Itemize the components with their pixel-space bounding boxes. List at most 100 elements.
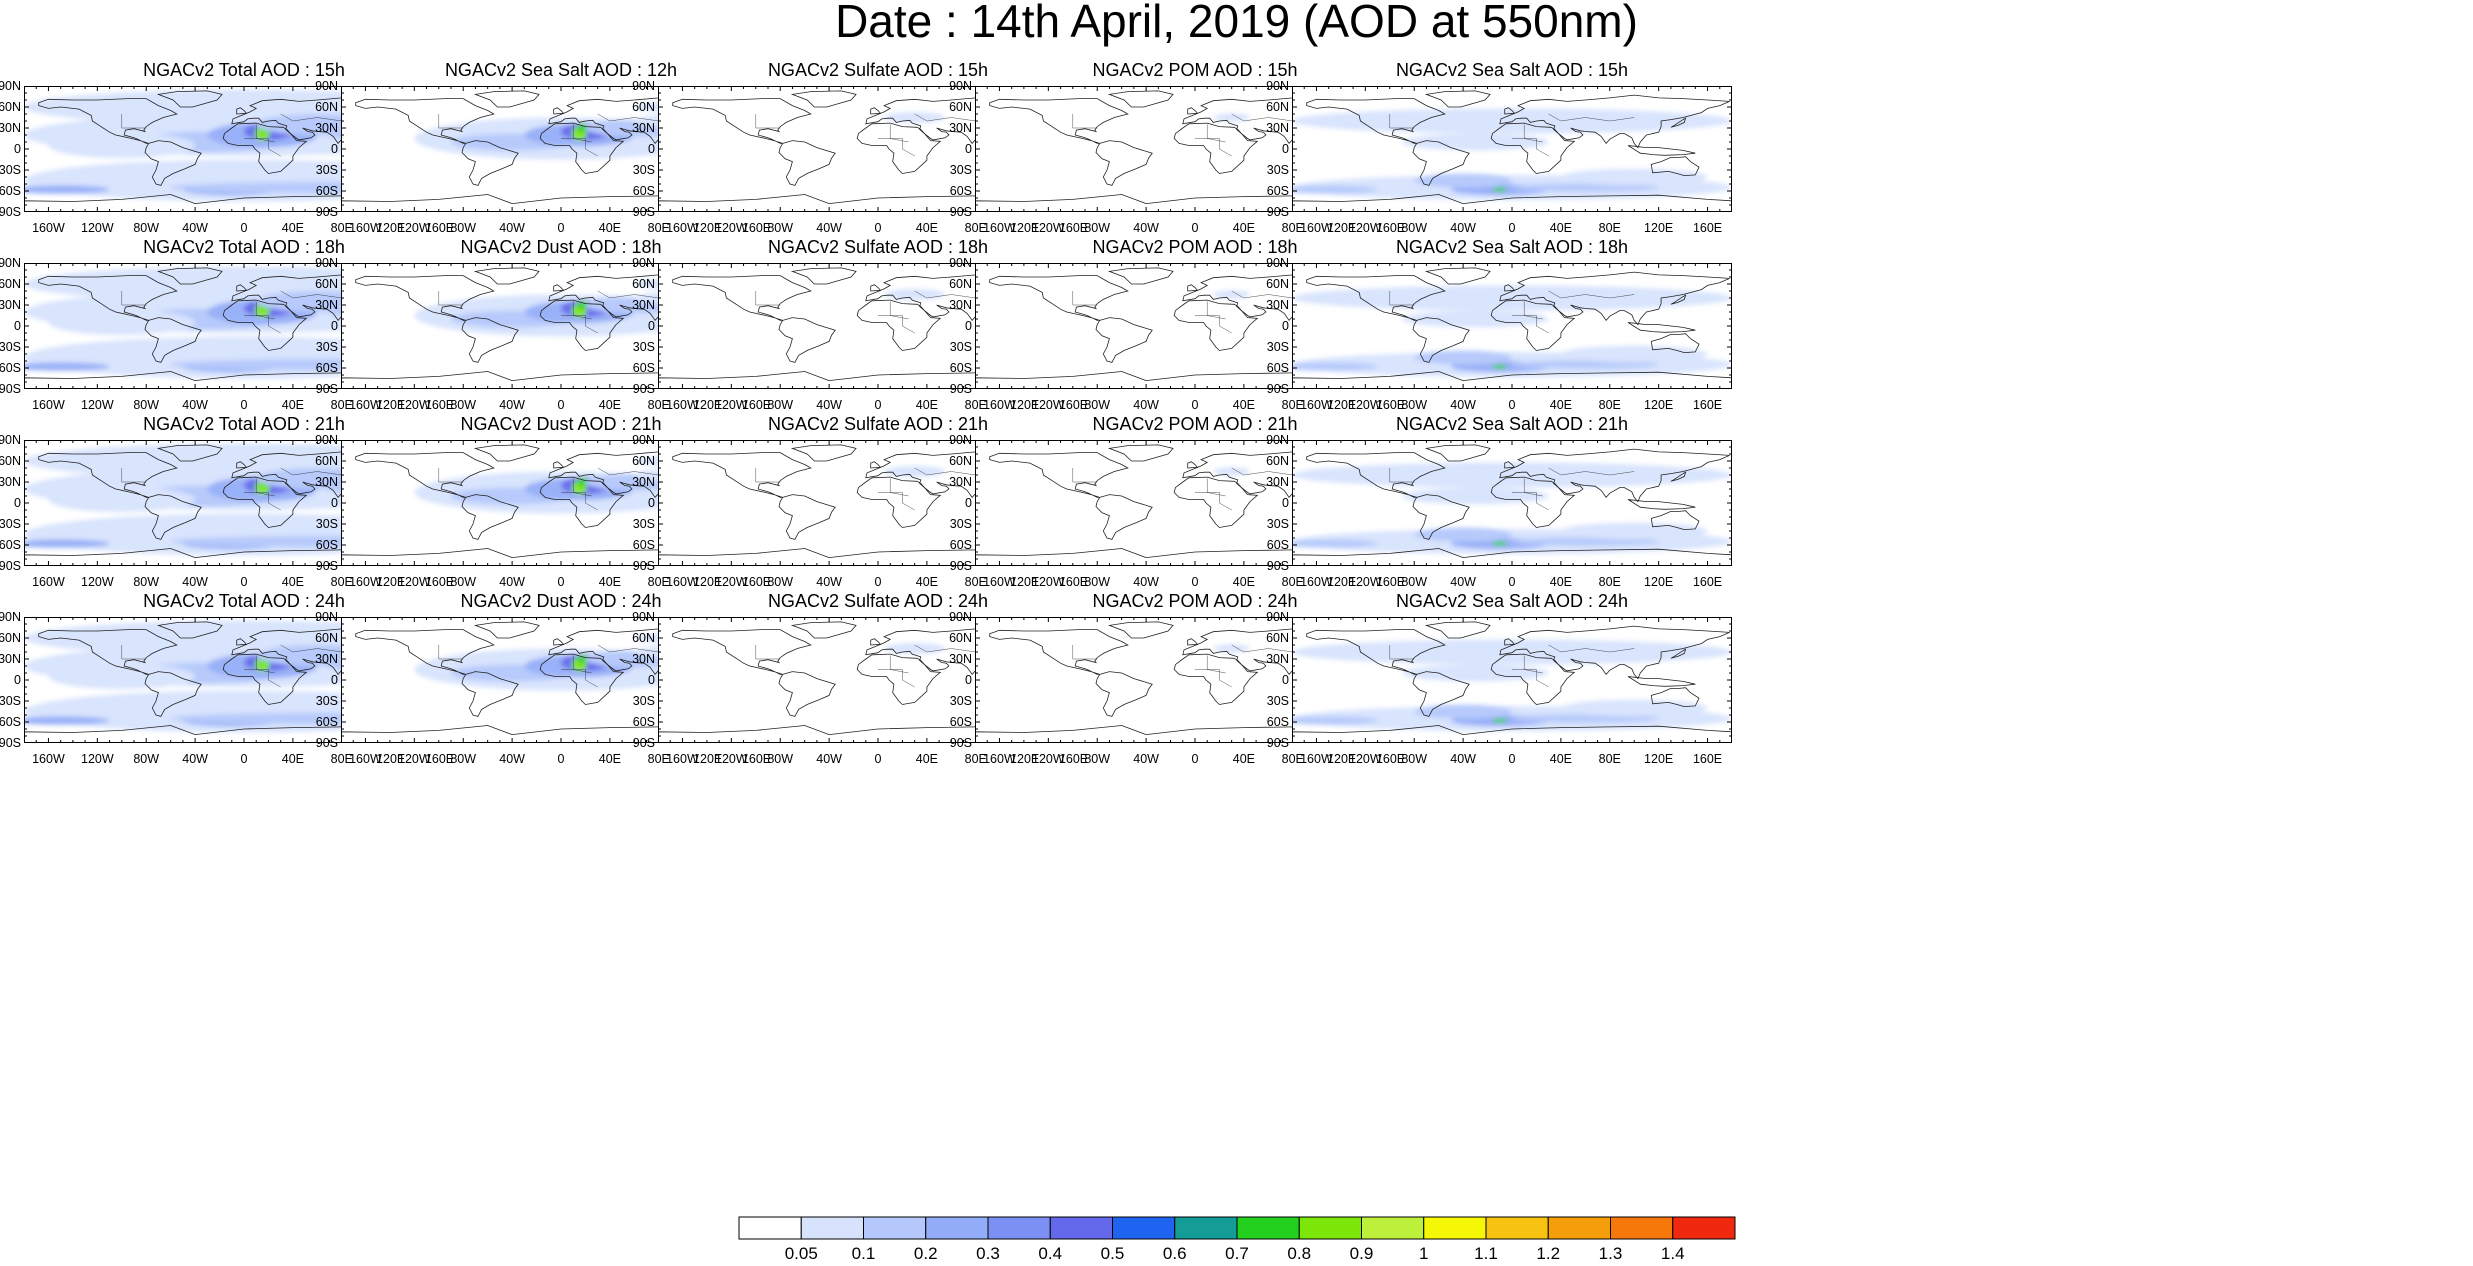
coastline-greenland xyxy=(1107,90,1174,108)
lat-tick-label: 60S xyxy=(1266,715,1289,729)
lat-tick-label: 90N xyxy=(0,433,21,447)
coastline-greenland xyxy=(156,90,223,108)
colorbar-box xyxy=(1049,1216,1113,1240)
aod-field-blob xyxy=(1492,541,1508,546)
lon-tick-label: 80E xyxy=(1281,398,1304,412)
coastline-antarctica xyxy=(658,371,1098,389)
lat-tick-label: 0 xyxy=(1282,319,1289,333)
coastline-antarctica xyxy=(975,548,1415,566)
lon-tick-label: 120W xyxy=(1349,398,1382,412)
lon-tick-label: 120E xyxy=(1644,221,1674,235)
aod-field-blob xyxy=(884,111,946,124)
lon-tick-label: 120W xyxy=(398,221,431,235)
aod-field-blob xyxy=(1492,364,1508,369)
lon-tick-label: 120W xyxy=(1032,398,1065,412)
coastline-uk xyxy=(1504,461,1516,469)
lat-tick-label: 60S xyxy=(0,715,21,729)
coastline-uk xyxy=(553,284,565,292)
aod-map xyxy=(1292,86,1732,212)
lon-tick-label: 40E xyxy=(1549,398,1572,412)
lon-tick-label: 160E xyxy=(1058,752,1089,766)
aod-field-blob xyxy=(1213,113,1250,122)
lat-tick-label: 30S xyxy=(949,694,972,708)
coastline-greenland xyxy=(473,444,540,462)
colorbar-box xyxy=(1610,1216,1674,1240)
lon-tick-label: 160W xyxy=(983,221,1016,235)
lat-tick-label: 90N xyxy=(632,610,655,624)
panel-title: NGACv2 Total AOD : 18h xyxy=(143,237,345,257)
lon-tick-label: 120W xyxy=(715,575,748,589)
lat-tick-label: 90S xyxy=(949,382,972,396)
colorbar-label: 0.2 xyxy=(914,1244,938,1263)
border-line xyxy=(755,645,781,660)
colorbar-box xyxy=(1672,1216,1736,1240)
coastline-uk xyxy=(236,461,248,469)
aod-field-blob xyxy=(1292,539,1378,548)
lon-tick-label: 40W xyxy=(1450,221,1476,235)
coastline-indonesia xyxy=(1627,499,1696,510)
lon-tick-label: 40E xyxy=(281,752,304,766)
coastline-uk xyxy=(1504,638,1516,646)
coastline-africa xyxy=(1490,653,1576,705)
border-line xyxy=(572,478,592,497)
border-line xyxy=(121,291,147,306)
border-line xyxy=(121,645,147,660)
coastline-uk xyxy=(870,461,882,469)
lat-tick-label: 60S xyxy=(632,361,655,375)
colorbar-box xyxy=(1236,1216,1300,1240)
lon-tick-label: 40W xyxy=(816,221,842,235)
coastline-greenland xyxy=(790,90,857,108)
lat-tick-label: 90N xyxy=(949,256,972,270)
coastline-greenland xyxy=(473,621,540,639)
lon-tick-label: 0 xyxy=(557,575,565,589)
colorbar-label: 0.9 xyxy=(1350,1244,1374,1263)
aod-field-blob xyxy=(1414,704,1512,719)
lat-tick-label: 0 xyxy=(14,319,21,333)
lat-tick-label: 60N xyxy=(315,631,338,645)
lat-tick-label: 60N xyxy=(0,100,21,114)
lat-tick-label: 30N xyxy=(0,298,21,312)
aod-field-blob xyxy=(1213,467,1250,476)
coastline-eurasia xyxy=(1499,448,1730,503)
colorbar-box xyxy=(1361,1216,1425,1240)
lat-tick-label: 60N xyxy=(1266,454,1289,468)
lon-tick-label: 40W xyxy=(499,575,525,589)
lon-tick-label: 120W xyxy=(1032,221,1065,235)
lat-tick-label: 0 xyxy=(965,319,972,333)
lat-tick-label: 90S xyxy=(1266,205,1289,219)
aod-field-blob xyxy=(884,642,946,655)
panel-title: NGACv2 Sea Salt AOD : 12h xyxy=(444,60,678,80)
lon-tick-label: 40W xyxy=(1450,752,1476,766)
colorbar-label: 0.3 xyxy=(976,1244,1000,1263)
lon-tick-label: 80E xyxy=(647,575,670,589)
lon-tick-label: 40E xyxy=(915,575,938,589)
lon-tick-label: 40E xyxy=(1549,221,1572,235)
lon-tick-label: 40W xyxy=(182,575,208,589)
border-line xyxy=(438,645,464,660)
lon-tick-label: 160W xyxy=(983,575,1016,589)
lon-tick-label: 120E xyxy=(376,752,406,766)
aod-field-blob xyxy=(1213,290,1250,299)
lat-tick-label: 60N xyxy=(632,454,655,468)
lat-tick-label: 60N xyxy=(949,631,972,645)
coastline-uk xyxy=(236,107,248,115)
coastline-africa xyxy=(222,653,308,705)
coastline-uk xyxy=(553,107,565,115)
lon-tick-label: 80E xyxy=(1598,398,1621,412)
coastline-indonesia xyxy=(1627,322,1696,333)
lon-tick-label: 80W xyxy=(1084,221,1111,235)
border-line xyxy=(1523,301,1543,320)
lat-tick-label: 30S xyxy=(632,163,655,177)
lat-tick-label: 90N xyxy=(1266,433,1289,447)
aod-field-blob xyxy=(1292,185,1378,194)
lon-tick-label: 40E xyxy=(915,398,938,412)
lon-tick-label: 80W xyxy=(767,575,794,589)
coastline-northAmerica xyxy=(1306,275,1446,321)
lon-tick-label: 120W xyxy=(1349,752,1382,766)
panel-title: NGACv2 Sea Salt AOD : 24h xyxy=(1395,591,1629,611)
border-line xyxy=(889,478,909,497)
colorbar-label: 0.4 xyxy=(1038,1244,1062,1263)
lon-tick-label: 40E xyxy=(1232,398,1255,412)
lon-tick-label: 80E xyxy=(964,221,987,235)
coastline-southAmerica xyxy=(144,317,202,363)
